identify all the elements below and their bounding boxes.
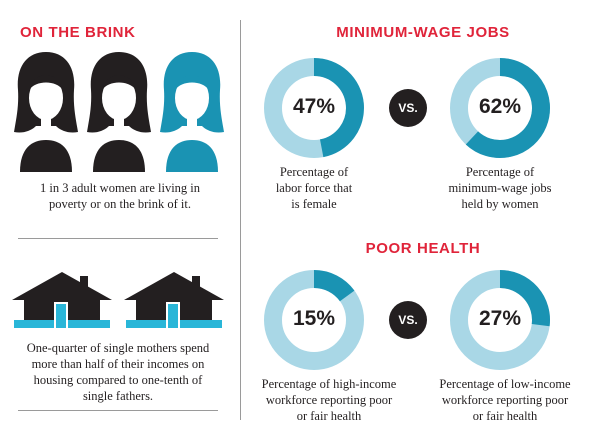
housing-caption-line: more than half of their incomes on — [31, 357, 205, 371]
brink-caption: 1 in 3 adult women are living in poverty… — [20, 180, 220, 212]
health-caption-left: Percentage of high-income workforce repo… — [244, 376, 414, 424]
vs-badge: VS. — [389, 89, 427, 127]
caption-line: workforce reporting poor — [441, 393, 569, 407]
caption-line: minimum-wage jobs — [448, 181, 552, 195]
housing-caption: One-quarter of single mothers spend more… — [12, 340, 224, 404]
donut-value-label: 62% — [478, 95, 522, 118]
health-caption-right: Percentage of low-income workforce repor… — [420, 376, 590, 424]
caption-line: held by women — [461, 197, 539, 211]
donut-value-arc — [499, 270, 550, 327]
housing-caption-line: housing compared to one-tenth of — [33, 373, 203, 387]
wage-heading: MINIMUM-WAGE JOBS — [336, 24, 510, 41]
wage-caption-right: Percentage of minimum-wage jobs held by … — [430, 164, 570, 212]
donut-low-income — [450, 270, 550, 370]
caption-line: is female — [291, 197, 337, 211]
brink-heading: ON THE BRINK — [20, 24, 136, 41]
woman-icon-highlighted — [160, 52, 224, 172]
caption-line: Percentage of — [279, 165, 349, 179]
house-icon — [124, 272, 224, 328]
donut-value-label: 47% — [292, 95, 336, 118]
brink-caption-line: poverty or on the brink of it. — [49, 197, 191, 211]
wage-caption-left: Percentage of labor force that is female — [254, 164, 374, 212]
women-icons — [14, 52, 224, 172]
donut-value-arc — [465, 58, 550, 158]
left-divider-bottom — [18, 410, 218, 411]
vertical-divider — [240, 20, 241, 420]
donut-value-arc — [313, 270, 355, 302]
caption-line: labor force that — [275, 181, 353, 195]
vs-badge: VS. — [389, 301, 427, 339]
brink-caption-line: 1 in 3 adult women are living in — [39, 181, 201, 195]
caption-line: workforce reporting poor — [265, 393, 393, 407]
caption-line: or fair health — [296, 409, 362, 423]
house-icons — [12, 272, 224, 328]
woman-icon — [87, 52, 151, 172]
donut-value-arc — [313, 58, 364, 158]
donut-high-income — [264, 270, 364, 370]
house-icon — [12, 272, 112, 328]
health-heading: POOR HEALTH — [365, 240, 481, 257]
caption-line: or fair health — [472, 409, 538, 423]
housing-caption-line: single fathers. — [82, 389, 154, 403]
donut-labor-force — [264, 58, 364, 158]
woman-icon — [14, 52, 78, 172]
caption-line: Percentage of high-income — [261, 377, 397, 391]
caption-line: Percentage of low-income — [439, 377, 571, 391]
donut-min-wage-jobs — [450, 58, 550, 158]
left-divider-top — [18, 238, 218, 239]
donut-value-label: 27% — [478, 307, 522, 330]
caption-line: Percentage of — [465, 165, 535, 179]
housing-caption-line: One-quarter of single mothers spend — [26, 341, 210, 355]
donut-value-label: 15% — [292, 307, 336, 330]
